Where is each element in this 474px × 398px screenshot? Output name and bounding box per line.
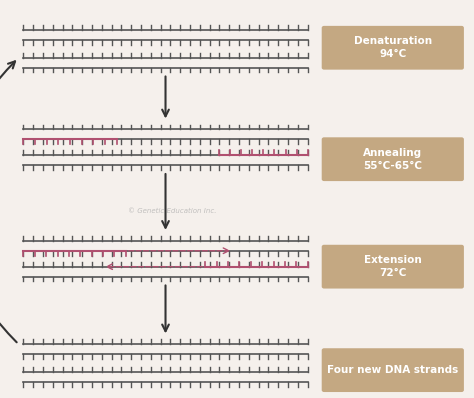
Text: Annealing
55°C-65°C: Annealing 55°C-65°C	[363, 148, 422, 171]
FancyBboxPatch shape	[322, 26, 464, 70]
FancyArrowPatch shape	[0, 61, 17, 342]
FancyBboxPatch shape	[322, 137, 464, 181]
FancyBboxPatch shape	[322, 245, 464, 289]
Text: Extension
72°C: Extension 72°C	[364, 255, 422, 278]
Text: Denaturation
94°C: Denaturation 94°C	[354, 36, 432, 59]
Text: © Genetic Education Inc.: © Genetic Education Inc.	[128, 208, 217, 214]
Text: Four new DNA strands: Four new DNA strands	[327, 365, 458, 375]
FancyBboxPatch shape	[322, 348, 464, 392]
